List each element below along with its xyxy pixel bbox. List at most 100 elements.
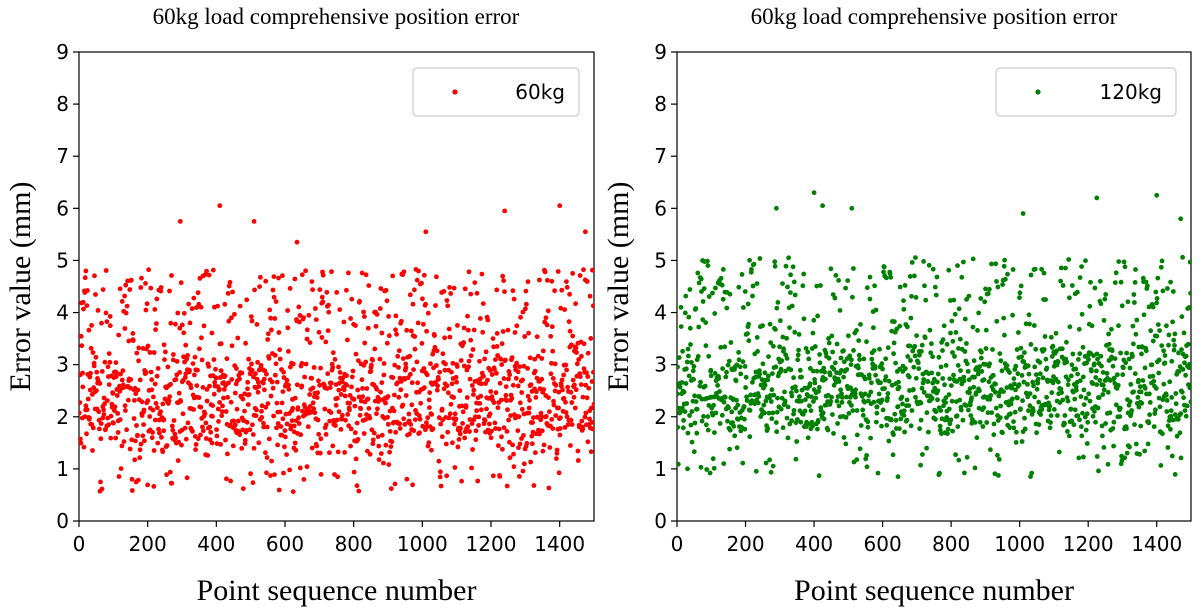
data-point (1086, 357, 1091, 362)
data-point (493, 357, 498, 362)
data-point (1076, 357, 1081, 362)
data-point (1079, 264, 1084, 269)
data-point (106, 351, 112, 356)
data-point (423, 229, 429, 235)
data-point (575, 458, 581, 463)
data-point (1149, 362, 1155, 368)
data-point (1058, 278, 1063, 284)
data-point (1132, 371, 1138, 377)
data-point (1031, 323, 1037, 328)
data-point (123, 310, 129, 316)
data-point (908, 315, 914, 321)
data-point (169, 480, 175, 486)
data-point (981, 405, 987, 411)
data-point (1062, 413, 1068, 418)
data-point (415, 320, 421, 326)
data-point (470, 447, 475, 452)
data-point (394, 331, 399, 337)
data-point (478, 316, 483, 321)
data-point (945, 426, 951, 432)
data-point (1066, 377, 1071, 383)
data-point (1166, 418, 1172, 423)
data-point (226, 380, 231, 386)
data-point (453, 374, 459, 380)
data-point (533, 450, 538, 456)
data-point (139, 399, 145, 405)
data-point (873, 372, 878, 378)
data-point (942, 382, 947, 388)
data-point (432, 333, 437, 338)
data-point (301, 315, 306, 320)
data-point (177, 325, 183, 331)
data-point (272, 352, 278, 358)
data-point (507, 439, 512, 445)
data-point (1018, 406, 1023, 412)
data-point (552, 288, 557, 294)
data-point (307, 392, 313, 397)
data-point (1084, 411, 1090, 417)
data-point (268, 473, 273, 478)
data-point (940, 376, 946, 381)
data-point (810, 330, 816, 336)
data-point (370, 357, 375, 363)
data-point (918, 462, 923, 468)
data-point (536, 427, 541, 433)
data-point (1030, 408, 1036, 414)
data-point (1130, 354, 1135, 359)
data-point (480, 329, 486, 335)
data-point (768, 399, 774, 404)
data-point (315, 417, 321, 423)
data-point (812, 377, 817, 382)
data-point (547, 445, 553, 450)
data-point (780, 334, 786, 340)
data-point (775, 300, 781, 305)
data-point (689, 409, 695, 414)
data-point (154, 373, 160, 379)
data-point (390, 273, 396, 279)
data-point (937, 470, 942, 476)
data-point (1110, 363, 1116, 369)
data-point (437, 474, 443, 480)
data-point (749, 267, 754, 272)
data-point (843, 415, 849, 420)
data-point (423, 301, 428, 307)
data-point (176, 439, 182, 445)
data-point (101, 407, 106, 413)
data-point (259, 408, 264, 414)
data-point (379, 432, 385, 438)
data-point (188, 385, 194, 391)
data-point (916, 366, 922, 371)
x-tick-label: 600 (864, 532, 902, 556)
data-point (424, 372, 430, 378)
y-tick-label: 5 (56, 248, 69, 272)
data-point (545, 308, 551, 314)
data-point (891, 351, 896, 357)
data-point (415, 380, 420, 386)
data-point (948, 330, 953, 336)
data-point (959, 274, 965, 280)
data-point (525, 279, 531, 285)
data-point (379, 380, 385, 386)
data-point (467, 429, 472, 434)
data-point (381, 372, 387, 378)
data-point (171, 418, 177, 423)
data-point (440, 351, 446, 357)
data-point (768, 469, 774, 475)
data-point (374, 386, 380, 392)
data-point (124, 427, 129, 433)
data-point (1079, 311, 1085, 317)
data-point (719, 412, 725, 418)
data-point (997, 351, 1003, 356)
data-point (260, 380, 266, 386)
data-point (191, 295, 197, 301)
data-point (378, 286, 384, 291)
data-point (248, 314, 254, 319)
data-point (284, 377, 290, 383)
data-point (271, 413, 276, 419)
y-tick-label: 2 (56, 405, 69, 429)
data-point (118, 466, 124, 471)
data-point (119, 443, 125, 449)
data-point (841, 348, 846, 354)
data-point (923, 297, 929, 303)
